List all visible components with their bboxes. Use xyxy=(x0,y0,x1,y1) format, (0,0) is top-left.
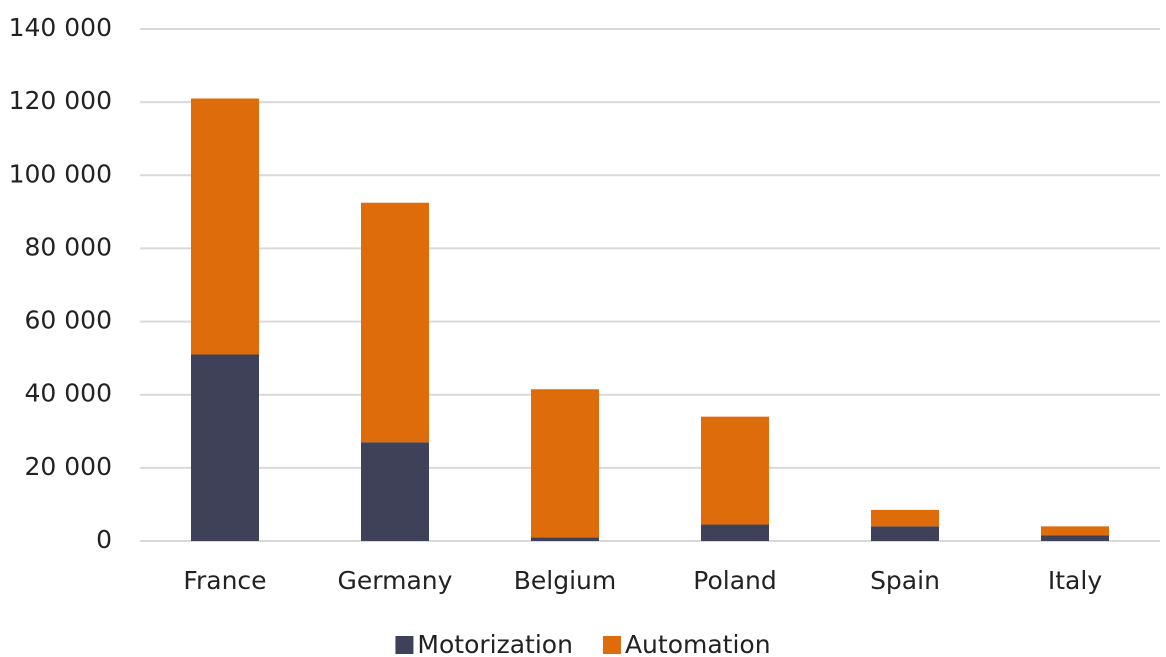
bar-segment xyxy=(1041,535,1109,541)
legend-swatch xyxy=(602,636,621,654)
bar-segment xyxy=(191,98,259,355)
y-tick-label: 140 000 xyxy=(9,13,112,42)
x-tick-label: Italy xyxy=(1048,566,1102,595)
x-tick-label: Poland xyxy=(693,566,776,595)
x-tick-label: Spain xyxy=(870,566,940,595)
bar-segment xyxy=(701,524,769,541)
bar-segment xyxy=(361,442,429,541)
y-tick-label: 0 xyxy=(96,525,112,554)
y-tick-label: 60 000 xyxy=(25,306,112,335)
bar-segment xyxy=(531,537,599,541)
legend-label: Automation xyxy=(625,630,771,657)
x-tick-label: Germany xyxy=(338,566,453,595)
y-tick-label: 20 000 xyxy=(25,452,112,481)
y-tick-label: 40 000 xyxy=(25,379,112,408)
x-tick-label: France xyxy=(183,566,266,595)
legend-label: Motorization xyxy=(417,630,573,657)
bar-segment xyxy=(191,354,259,541)
bar-segment xyxy=(361,202,429,443)
legend-swatch xyxy=(395,636,414,654)
bar-segment xyxy=(871,526,939,541)
y-tick-label: 120 000 xyxy=(9,86,112,115)
bar-segment xyxy=(871,509,939,527)
bar-segment xyxy=(531,389,599,538)
bar-segment xyxy=(1041,526,1109,536)
y-tick-label: 100 000 xyxy=(9,159,112,188)
bar-segment xyxy=(701,416,769,525)
x-tick-label: Belgium xyxy=(514,566,617,595)
y-tick-label: 80 000 xyxy=(25,232,112,261)
